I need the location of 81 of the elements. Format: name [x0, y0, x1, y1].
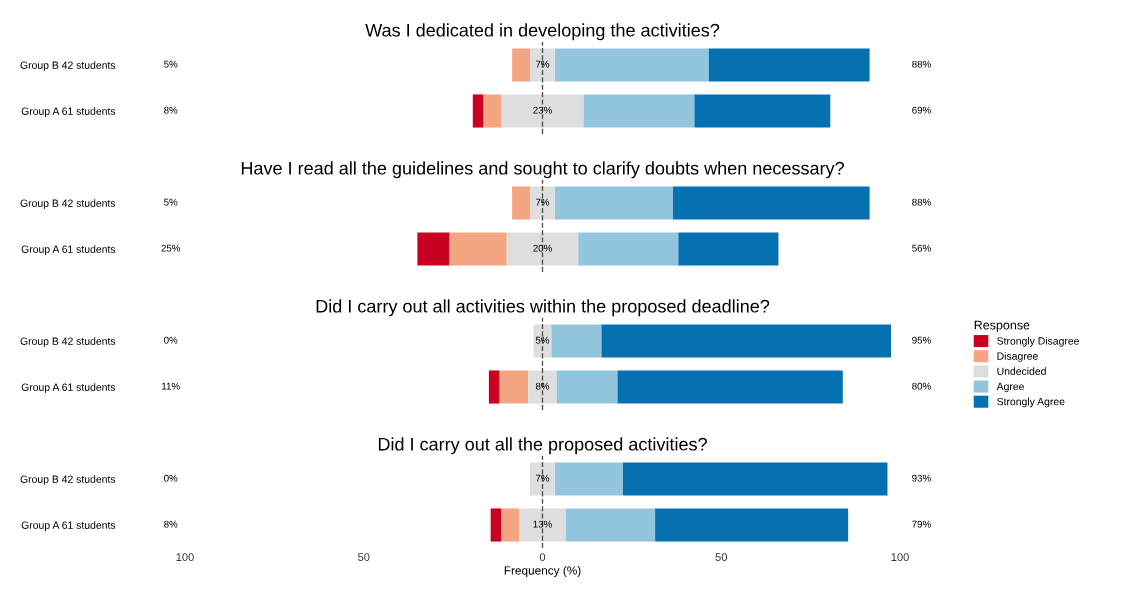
bar [501, 508, 520, 542]
y-tick-label: Group A 61 students [21, 383, 116, 393]
text: 5% [164, 60, 178, 68]
bar [583, 94, 695, 128]
y-tick-label: Group A 61 students [21, 107, 116, 117]
bar [529, 462, 556, 496]
legend-title: Response [974, 320, 1030, 332]
chart-title: Have I read all the guidelines and sought to clarify doubts when necessary? [241, 161, 844, 179]
annotation: 7% [535, 198, 550, 206]
bar [417, 232, 450, 266]
bar [655, 508, 849, 542]
text: 69% [912, 106, 931, 114]
annotation: 20% [533, 244, 552, 252]
bar [708, 48, 870, 82]
annotation: 7% [535, 474, 550, 482]
bar [555, 48, 709, 82]
annotation: 8% [535, 382, 550, 390]
bar [672, 186, 870, 220]
bar [565, 508, 656, 542]
x-tick-label: 50 [715, 553, 727, 562]
y-tick-label: Group B 42 students [20, 475, 116, 485]
bar [622, 462, 888, 496]
bar [490, 508, 502, 542]
x-tick-label: 100 [176, 553, 194, 562]
legend-label: Strongly Disagree [997, 336, 1079, 347]
bar [483, 94, 502, 128]
text: 11% [162, 382, 180, 390]
bar [617, 370, 843, 404]
legend-label: Strongly Agree [997, 397, 1065, 408]
x-tick-label: 100 [891, 553, 909, 562]
y-tick-label: Group B 42 students [20, 199, 116, 209]
bar [499, 370, 529, 404]
chart-title: Did I carry out all the proposed activities? [378, 437, 707, 455]
text: 8% [164, 106, 178, 114]
text: 5% [164, 198, 178, 206]
text: 93% [912, 474, 931, 482]
text: 8% [164, 520, 178, 528]
annotation: 23% [533, 106, 552, 114]
text: 56% [912, 244, 931, 252]
bar [694, 94, 831, 128]
bar [556, 370, 618, 404]
y-tick-label: Group B 42 students [20, 61, 116, 71]
y-tick-label: Group A 61 students [21, 521, 116, 531]
text: 79% [912, 520, 931, 528]
text: 88% [912, 198, 931, 206]
bar [555, 186, 673, 220]
x-tick-label: 50 [358, 553, 370, 562]
bar [488, 370, 500, 404]
text: 0% [164, 336, 178, 344]
bar [529, 48, 556, 82]
bar [678, 232, 779, 266]
text: 0% [164, 474, 178, 482]
bar [512, 48, 530, 82]
bar [449, 232, 507, 266]
bar [501, 94, 584, 128]
legend-label: Disagree [997, 352, 1038, 362]
annotation: 13% [533, 520, 552, 528]
legend-label: Undecided [997, 367, 1046, 375]
annotation: 5% [535, 336, 550, 344]
legend-label: Agree [996, 382, 1024, 393]
text: 80% [912, 382, 931, 390]
text: 95% [912, 336, 931, 344]
bar [555, 462, 623, 496]
bar [472, 94, 484, 128]
bar [578, 232, 679, 266]
chart-title: Was I dedicated in developing the activities? [365, 23, 720, 41]
bar [506, 232, 579, 266]
y-tick-label: Group B 42 students [20, 337, 116, 347]
bar [601, 324, 892, 358]
bar [519, 508, 566, 542]
text: 88% [912, 60, 931, 68]
text: 25% [161, 244, 181, 252]
annotation: 7% [535, 60, 550, 68]
x-tick-label: 0 [539, 553, 546, 562]
chart-title: Did I carry out all activities within the proposed deadline? [316, 299, 770, 317]
bar [529, 186, 556, 220]
y-tick-label: Group A 61 students [21, 245, 116, 255]
x-axis-title: Frequency (%) [504, 566, 581, 577]
bar [512, 186, 530, 220]
bar [528, 370, 557, 404]
bar [551, 324, 602, 358]
